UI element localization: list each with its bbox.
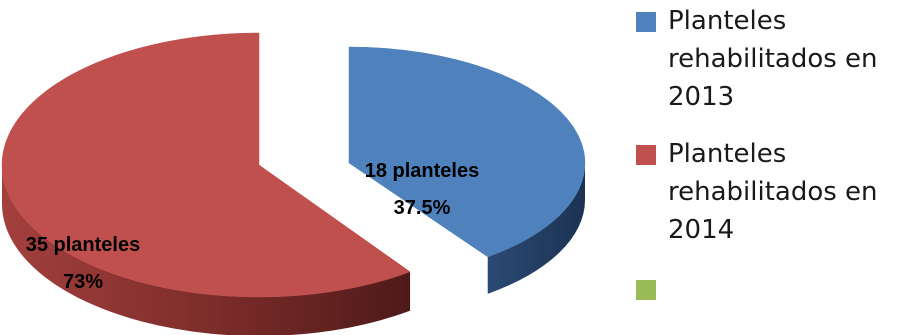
- pie-slice-percent-label-0: 37.5%: [394, 197, 451, 219]
- pie-slice-side-1-0: [2, 165, 411, 335]
- legend-swatch-blue: [636, 12, 656, 32]
- pie-slice-side-0-0: [487, 163, 585, 294]
- legend-item-empty: [636, 270, 904, 310]
- legend-swatch-red: [636, 145, 656, 165]
- legend: Planteles rehabilitados en 2013 Plantele…: [636, 2, 904, 310]
- legend-item-2014: Planteles rehabilitados en 2014: [636, 135, 904, 249]
- pie-slice-percent-label-1: 73%: [63, 271, 103, 293]
- pie-slice-count-label-0: 18 planteles: [365, 160, 480, 182]
- legend-label: Planteles rehabilitados en 2013: [668, 6, 878, 112]
- legend-swatch-green: [636, 280, 656, 300]
- legend-label: Planteles rehabilitados en 2014: [668, 139, 878, 245]
- pie-slice-0: [348, 46, 586, 258]
- pie-slice-1: [1, 32, 411, 298]
- legend-item-2013: Planteles rehabilitados en 2013: [636, 2, 904, 116]
- pie-slice-count-label-1: 35 planteles: [26, 234, 141, 256]
